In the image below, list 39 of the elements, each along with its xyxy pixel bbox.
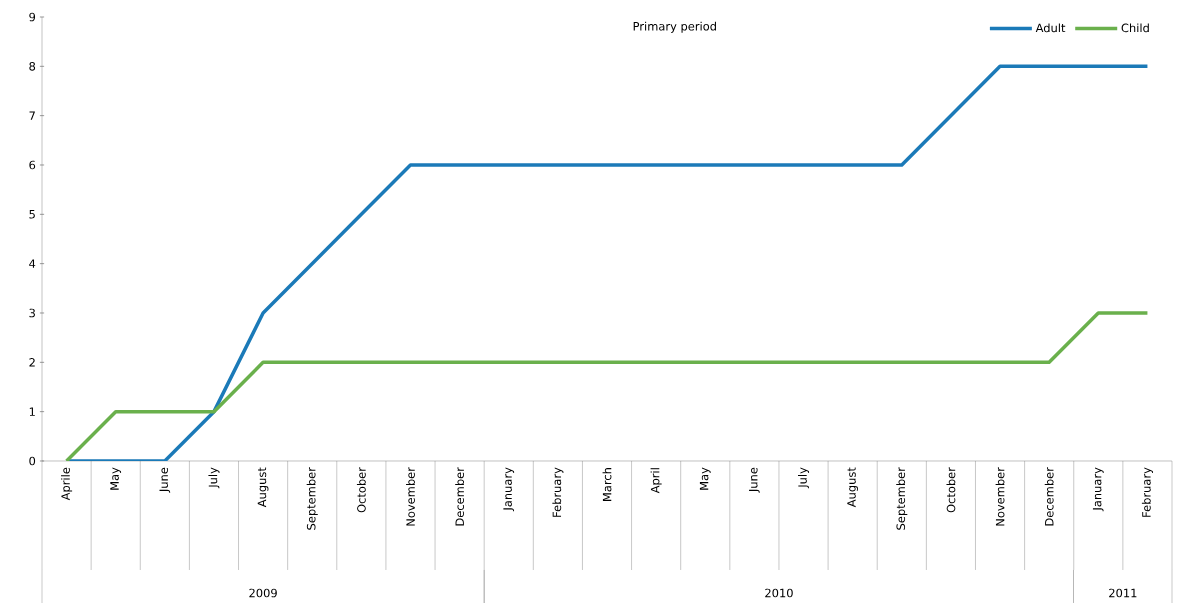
x-tick-label: September: [896, 467, 908, 530]
x-tick-label: November: [406, 467, 415, 526]
y-tick-label: 9: [29, 12, 36, 22]
x-tick-label: June: [749, 467, 760, 493]
x-tick-label: February: [1141, 467, 1153, 517]
y-tick-label: 8: [29, 61, 36, 71]
y-tick-label: 2: [29, 357, 35, 367]
x-tick-label: January: [1092, 467, 1104, 512]
x-tick-label: February: [552, 467, 564, 517]
x-tick-label: October: [946, 467, 956, 513]
text: 2010: [765, 588, 793, 598]
x-tick-label: March: [602, 468, 612, 501]
x-tick-label: September: [306, 467, 318, 530]
text: 2009: [249, 588, 277, 598]
y-tick-label: 7: [29, 111, 35, 120]
y-tick-label: 4: [29, 259, 36, 268]
x-tick-label: April: [650, 468, 662, 494]
y-tick-label: 5: [29, 209, 35, 219]
y-tick-label: 6: [29, 160, 36, 170]
chart-title: Primary period: [633, 21, 716, 33]
y-tick-label: 3: [29, 308, 35, 318]
x-tick-label: July: [208, 467, 220, 489]
legend-label: Adult: [1035, 23, 1066, 33]
x-tick-label: August: [257, 467, 269, 508]
x-tick-label: December: [1044, 467, 1054, 526]
x-tick-label: Aprile: [61, 467, 73, 501]
text: 2011: [1109, 588, 1137, 598]
x-tick-label: August: [847, 467, 858, 508]
x-tick-label: June: [159, 467, 171, 493]
x-tick-label: October: [356, 467, 366, 513]
x-tick-label: July: [797, 467, 810, 489]
x-tick-label: December: [455, 467, 465, 526]
y-tick-label: 0: [29, 456, 36, 466]
x-tick-label: January: [503, 467, 515, 512]
x-tick-label: May: [110, 467, 122, 490]
x-tick-label: May: [699, 467, 711, 490]
y-tick-label: 1: [29, 407, 35, 416]
x-tick-label: November: [995, 467, 1005, 526]
legend-label: Child: [1121, 23, 1149, 33]
